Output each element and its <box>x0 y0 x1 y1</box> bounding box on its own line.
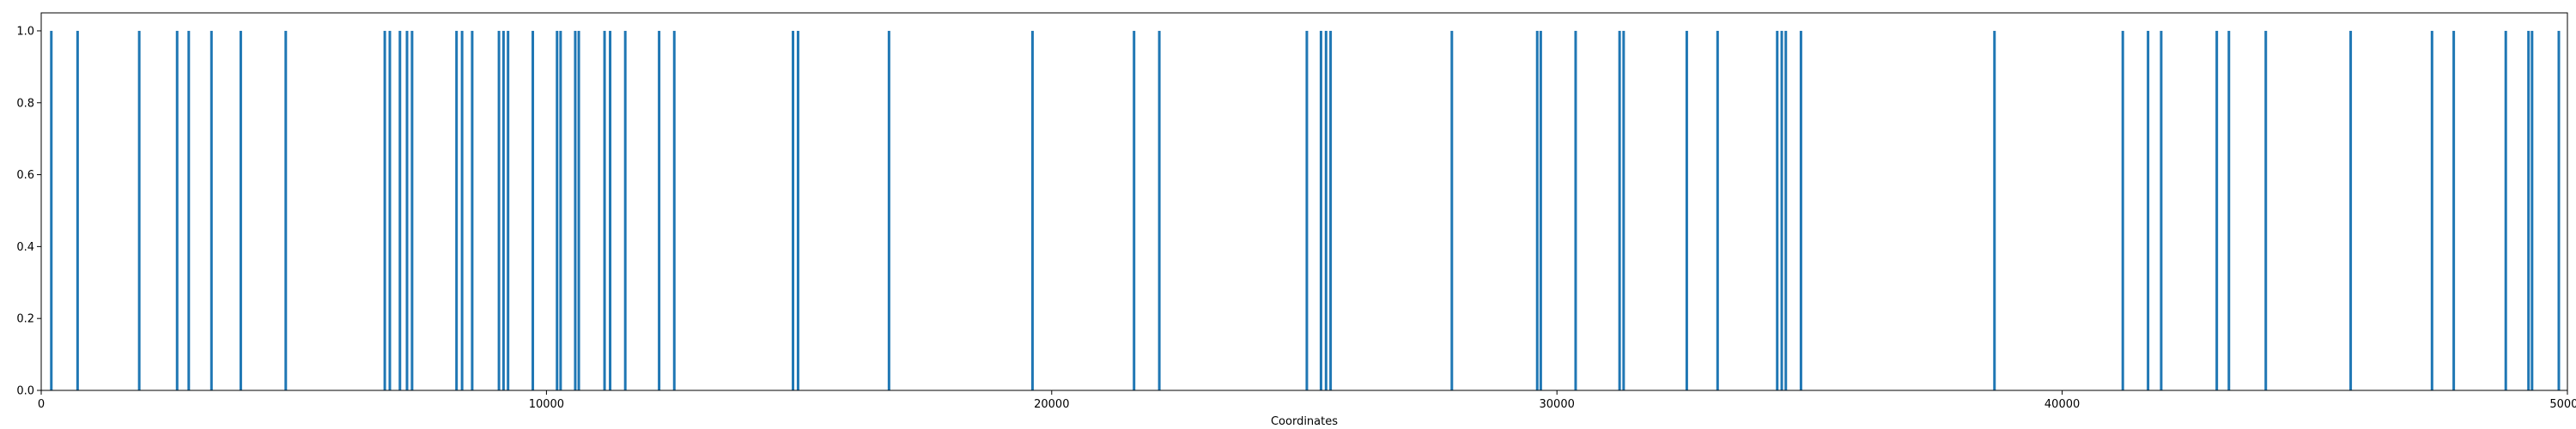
bar <box>2504 30 2507 390</box>
plot-frame <box>40 12 2568 391</box>
bar <box>2530 30 2534 390</box>
bar <box>577 30 580 390</box>
bar <box>239 30 242 390</box>
bar <box>2147 30 2150 390</box>
bar <box>609 30 612 390</box>
bar <box>1780 30 1783 390</box>
bar <box>501 30 505 390</box>
bar <box>1993 30 1996 390</box>
bar <box>556 30 559 390</box>
bar <box>1716 30 1719 390</box>
bar <box>792 30 795 390</box>
x-tick-label: 20000 <box>1034 398 1069 411</box>
bar <box>455 30 459 390</box>
bar <box>603 30 606 390</box>
bar <box>1574 30 1577 390</box>
x-tick-label: 0 <box>38 398 45 411</box>
bar <box>1324 30 1327 390</box>
bar <box>507 30 510 390</box>
bar <box>532 30 535 390</box>
y-tick-label: 0.0 <box>16 385 34 398</box>
bar <box>2527 30 2530 390</box>
x-tick-label: 10000 <box>529 398 564 411</box>
bar <box>1030 30 1034 390</box>
x-axis-label: Coordinates <box>1271 415 1338 428</box>
bar <box>471 30 474 390</box>
bar <box>1776 30 1779 390</box>
bar <box>796 30 799 390</box>
bar <box>887 30 890 390</box>
bar <box>210 30 213 390</box>
y-tick-label: 0.6 <box>16 169 34 182</box>
bars-layer <box>50 30 2561 390</box>
bar <box>1784 30 1788 390</box>
y-tick-label: 0.2 <box>16 313 34 326</box>
bar <box>2160 30 2163 390</box>
bar <box>1319 30 1322 390</box>
bar <box>559 30 562 390</box>
x-tick-label: 30000 <box>1540 398 1575 411</box>
y-tick-label: 0.4 <box>16 241 34 254</box>
bar <box>405 30 409 390</box>
y-tick-label: 1.0 <box>16 25 34 38</box>
bar <box>1622 30 1625 390</box>
bar <box>76 30 79 390</box>
bar <box>2452 30 2456 390</box>
bar <box>1305 30 1309 390</box>
y-tick-label: 0.8 <box>16 97 34 110</box>
bar <box>2227 30 2231 390</box>
bar <box>1329 30 1333 390</box>
bar <box>1618 30 1621 390</box>
bar <box>137 30 141 390</box>
bar <box>2349 30 2353 390</box>
bar <box>187 30 191 390</box>
bar <box>2215 30 2219 390</box>
bar <box>1157 30 1161 390</box>
bar <box>383 30 386 390</box>
bar <box>2264 30 2268 390</box>
bar <box>1799 30 1802 390</box>
bar <box>460 30 464 390</box>
bar <box>2430 30 2433 390</box>
bar <box>1450 30 1454 390</box>
bar <box>672 30 676 390</box>
x-tick-label: 40000 <box>2044 398 2080 411</box>
bar <box>284 30 288 390</box>
bar <box>175 30 179 390</box>
bar <box>497 30 501 390</box>
bar <box>1535 30 1539 390</box>
bar <box>50 30 53 390</box>
bar <box>398 30 402 390</box>
bar <box>658 30 661 390</box>
bar <box>2121 30 2124 390</box>
bar <box>388 30 392 390</box>
y-axis: 0.0 0.2 0.4 0.6 0.8 1.0 <box>16 25 41 398</box>
bar <box>623 30 627 390</box>
bar <box>1685 30 1688 390</box>
bar <box>1539 30 1542 390</box>
bar <box>2557 30 2561 390</box>
bar <box>410 30 414 390</box>
bar <box>574 30 577 390</box>
bar <box>1133 30 1136 390</box>
